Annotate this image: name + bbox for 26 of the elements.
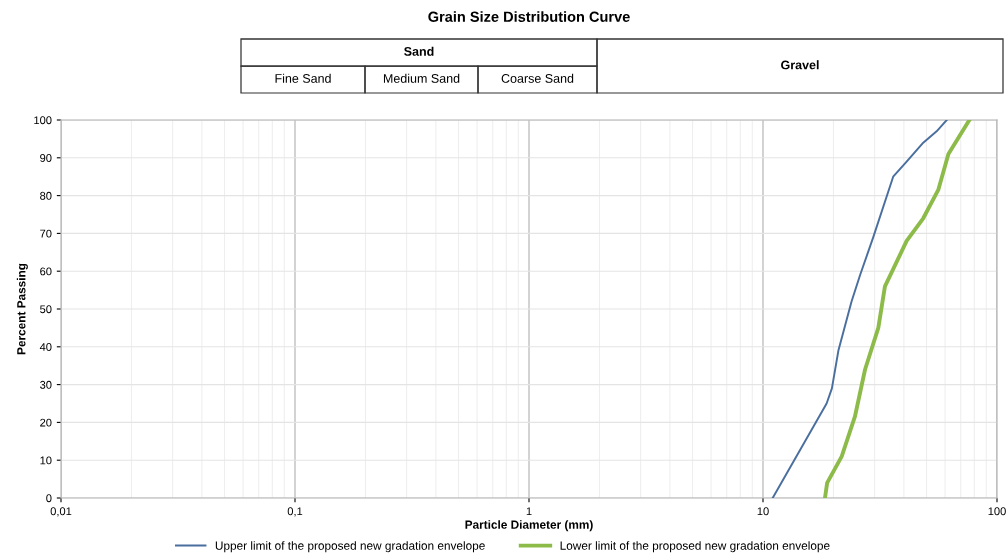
text: Sand [404,46,434,56]
y-tick-label: 90 [40,154,52,162]
x-tick-label: 1 [526,507,532,516]
y-tick-label: 10 [40,456,52,465]
text: Coarse Sand [501,73,574,83]
y-tick-label: 80 [40,191,52,200]
y-tick-label: 40 [39,343,52,351]
y-tick-label: 50 [40,305,52,314]
x-tick-label: 10 [757,507,769,516]
y-tick-label: 30 [40,380,52,389]
text: Gravel [781,60,819,70]
y-tick-label: 100 [34,116,52,125]
y-tick-label: 70 [40,229,52,238]
x-tick-label: 100 [988,507,1006,516]
x-axis-title: Particle Diameter (mm) [465,520,593,532]
text: Fine Sand [275,73,331,83]
legend-label: Upper limit of the proposed new gradation envelope [215,541,485,553]
legend-label: Lower limit of the proposed new gradation envelope [560,541,830,553]
text: Medium Sand [383,73,460,83]
y-tick-label: 20 [40,418,52,427]
x-tick-label: 0,1 [287,507,303,517]
x-tick-label: 0,01 [50,507,72,517]
y-tick-label: 0 [46,494,52,503]
y-tick-label: 60 [40,267,52,276]
chart-title: Grain Size Distribution Curve [428,11,630,22]
y-axis-title: Percent Passing [16,263,28,355]
